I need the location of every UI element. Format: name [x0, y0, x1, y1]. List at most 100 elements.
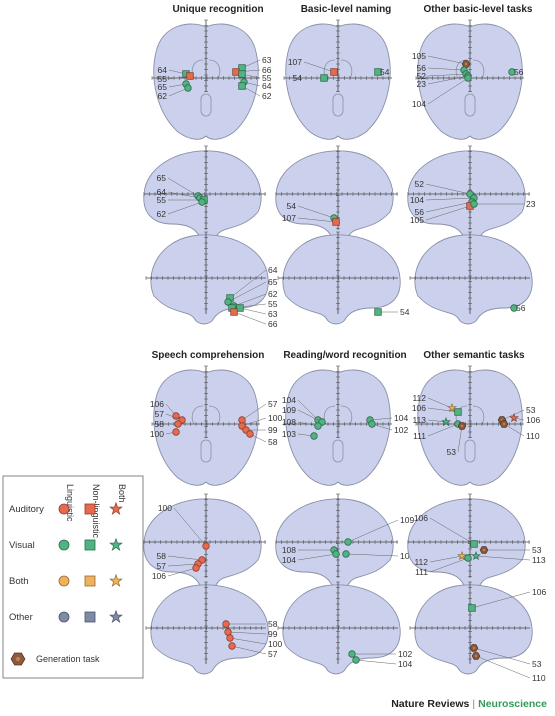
focus-marker	[471, 550, 481, 561]
focus-label: 108	[282, 545, 296, 555]
focus-marker-hexagon-core	[502, 422, 506, 426]
brainstem-outline	[464, 93, 476, 117]
brain-outline-lateral	[407, 150, 526, 241]
legend-symbol-green-st	[109, 537, 123, 551]
axial-view: 107 54 54	[283, 19, 392, 140]
focus-label: 52	[415, 179, 425, 189]
legend-symbol-red-ci-circle	[58, 503, 70, 515]
focus-marker	[198, 198, 206, 206]
focus-marker	[374, 308, 382, 316]
focus-marker	[344, 538, 352, 546]
focus-marker	[238, 82, 246, 90]
focus-marker	[464, 74, 472, 82]
legend-symbol-orange-sq-square	[84, 575, 96, 587]
focus-label: 106	[152, 571, 166, 581]
leader-line	[303, 61, 335, 73]
leader-line	[167, 201, 203, 215]
focus-label: 66	[268, 319, 278, 329]
focus-label: 104	[394, 413, 408, 423]
focus-label: 106	[414, 513, 428, 523]
panel-title-unique-recognition: Unique recognition	[172, 4, 263, 15]
brainstem-outline	[332, 93, 344, 117]
panel-title-speech-comprehension: Speech comprehension	[152, 350, 265, 361]
focus-label: 56	[514, 67, 524, 77]
focus-marker-hexagon-core	[474, 654, 478, 658]
focus-label: 54	[293, 73, 303, 83]
focus-marker	[174, 420, 182, 428]
brain-outline-lateral	[414, 584, 533, 675]
focus-marker-circle	[226, 634, 234, 642]
leader-line	[503, 423, 525, 437]
focus-marker-square	[330, 68, 338, 76]
focus-marker-star	[457, 550, 467, 561]
focus-label: 66	[262, 65, 272, 75]
focus-label: 103	[400, 551, 414, 561]
focus-marker	[332, 550, 340, 558]
leader-line	[167, 191, 201, 199]
focus-label: 58	[268, 619, 278, 629]
brainstem-outline	[200, 439, 212, 463]
focus-label: 54	[287, 201, 297, 211]
focus-label: 58	[268, 437, 278, 447]
focus-label: 54	[380, 67, 390, 77]
publisher-name: Nature Reviews	[391, 698, 470, 710]
focus-marker	[192, 564, 200, 572]
focus-marker-circle	[172, 428, 180, 436]
leader-line	[427, 55, 467, 65]
focus-marker	[342, 550, 350, 558]
brain-outline-lateral	[282, 584, 401, 675]
leader-line	[167, 555, 203, 561]
legend-symbol-red-sq	[84, 503, 96, 515]
panel-title-other-basic-level-tasks: Other basic-level tasks	[424, 4, 533, 15]
publisher-credit: Nature Reviews | Neuroscience	[391, 698, 547, 710]
focus-marker	[479, 546, 489, 554]
focus-label: 57	[155, 409, 165, 419]
leader-line	[429, 555, 463, 563]
legend-symbol-orange-st	[109, 573, 123, 587]
focus-label: 108	[282, 417, 296, 427]
leader-line	[229, 637, 267, 645]
focus-marker	[348, 650, 356, 658]
leader-line	[345, 553, 399, 557]
focus-marker-square	[468, 604, 476, 612]
focus-label: 62	[262, 91, 272, 101]
focus-marker-circle	[332, 550, 340, 558]
legend-symbol-green-st-star	[109, 537, 123, 551]
focus-marker	[224, 628, 232, 636]
leader-line	[347, 519, 399, 543]
leader-line	[233, 311, 267, 325]
focus-label: 104	[282, 555, 296, 565]
legend-symbol-grey-sq-square	[84, 611, 96, 623]
focus-label: 107	[288, 57, 302, 67]
legend-col-non-linguistic: Non-linguistic	[91, 484, 101, 539]
leader-line	[173, 507, 207, 547]
focus-label: 64	[157, 187, 167, 197]
focus-marker	[236, 304, 244, 312]
focus-marker-square	[236, 304, 244, 312]
legend-symbol-generation-hexagon	[10, 652, 26, 666]
brain-outline-lateral	[282, 234, 401, 325]
legend-symbol-orange-sq	[84, 575, 96, 587]
legend-symbol-grey-st-star	[109, 609, 123, 623]
lateral-view: 106 53 110	[409, 581, 546, 683]
focus-label: 100	[268, 413, 282, 423]
leader-line	[427, 407, 459, 413]
focus-marker	[454, 408, 462, 416]
leader-line	[427, 77, 469, 105]
leader-line	[427, 75, 469, 85]
focus-marker-circle	[464, 554, 472, 562]
focus-label: 64	[158, 65, 168, 75]
focus-label: 111	[415, 567, 428, 577]
leader-line	[297, 399, 319, 421]
focus-label: 112	[414, 557, 428, 567]
focus-label: 111	[413, 431, 426, 441]
focus-marker-star	[447, 402, 457, 413]
focus-label: 62	[268, 289, 278, 299]
focus-marker	[457, 422, 467, 430]
